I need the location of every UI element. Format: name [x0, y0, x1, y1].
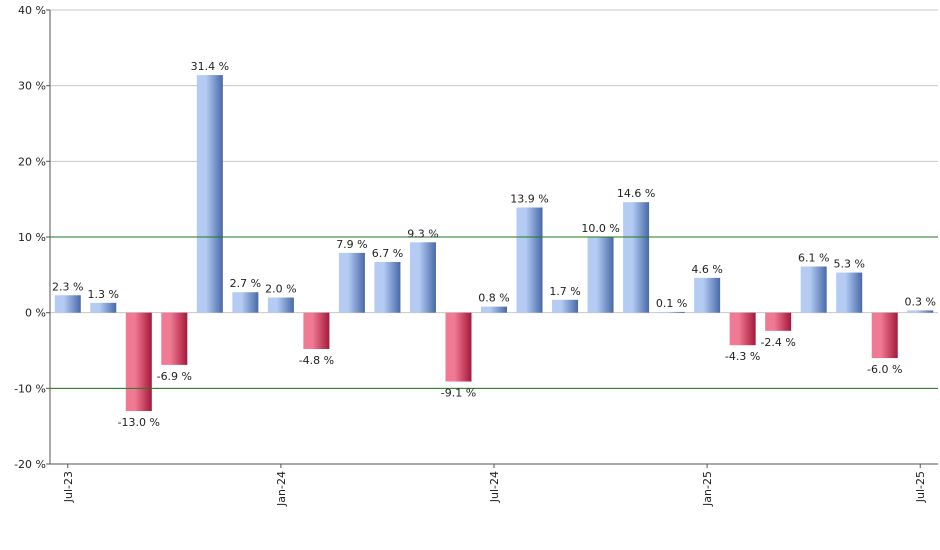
data-label: 9.3 % [407, 227, 438, 240]
data-label: -4.8 % [299, 354, 334, 367]
y-tick-label: 10 % [18, 231, 46, 244]
bars [54, 75, 934, 412]
bar [409, 242, 436, 313]
x-tick-label: Jan-25 [701, 471, 714, 507]
bar [125, 312, 152, 412]
bar [729, 312, 756, 346]
bar [90, 302, 117, 313]
y-tick-label: 40 % [18, 4, 46, 17]
bar [303, 312, 330, 349]
bar [445, 312, 472, 382]
x-tick-label: Jul-23 [62, 471, 75, 503]
bar [587, 237, 614, 313]
data-label: 2.0 % [265, 283, 296, 296]
bar [658, 311, 685, 313]
y-tick-label: -10 % [14, 382, 46, 395]
bar [765, 312, 792, 331]
y-tick-label: 30 % [18, 80, 46, 93]
data-label: -9.1 % [441, 387, 476, 400]
data-label: 31.4 % [191, 60, 229, 73]
data-label: -6.9 % [157, 370, 192, 383]
bar [694, 277, 721, 313]
data-label: 14.6 % [617, 187, 655, 200]
data-label: 1.3 % [88, 288, 119, 301]
y-tick-label: 0 % [25, 307, 46, 320]
data-label: 7.9 % [336, 238, 367, 251]
data-label: 1.7 % [549, 285, 580, 298]
data-labels: 2.3 % 1.3 % -13.0 % -6.9 % 31.4 % 2.7 % 2.0 % -… [52, 60, 936, 429]
data-label: 13.9 % [510, 192, 548, 205]
x-tick-label: Jan-24 [275, 471, 288, 507]
y-tick-label: 20 % [18, 155, 46, 168]
bar [54, 295, 81, 313]
bar [338, 252, 365, 313]
data-label: -4.3 % [725, 350, 760, 363]
bar [871, 312, 898, 359]
data-label: 6.1 % [798, 252, 829, 265]
bar [516, 207, 543, 313]
bar [232, 292, 259, 313]
data-label: 2.3 % [52, 280, 83, 293]
bar [374, 261, 401, 313]
data-label: 5.3 % [833, 258, 864, 271]
x-tick-label: Jul-25 [914, 471, 927, 503]
x-tick-label: Jul-24 [488, 471, 501, 503]
reference-lines [50, 236, 938, 389]
data-label: 2.7 % [230, 277, 261, 290]
data-label: -2.4 % [760, 336, 795, 349]
bar [196, 75, 223, 313]
bar [552, 299, 579, 313]
bar [623, 202, 650, 313]
bar [907, 310, 934, 313]
data-label: -6.0 % [867, 363, 902, 376]
data-label: 10.0 % [581, 222, 619, 235]
data-label: 0.1 % [656, 297, 687, 310]
bar [800, 266, 827, 313]
data-label: 0.8 % [478, 292, 509, 305]
data-label: -13.0 % [118, 416, 160, 429]
bar [481, 306, 507, 313]
axes: -20 % -10 % 0 % 10 % 20 % 30 % 40 % Jul-23 Jan-2… [14, 4, 938, 507]
data-label: 4.6 % [691, 263, 722, 276]
bar [836, 272, 863, 313]
y-tick-label: -20 % [14, 458, 46, 471]
data-label: 0.3 % [905, 295, 936, 308]
data-label: 6.7 % [372, 247, 403, 260]
bar [161, 312, 188, 365]
bar [267, 297, 294, 313]
